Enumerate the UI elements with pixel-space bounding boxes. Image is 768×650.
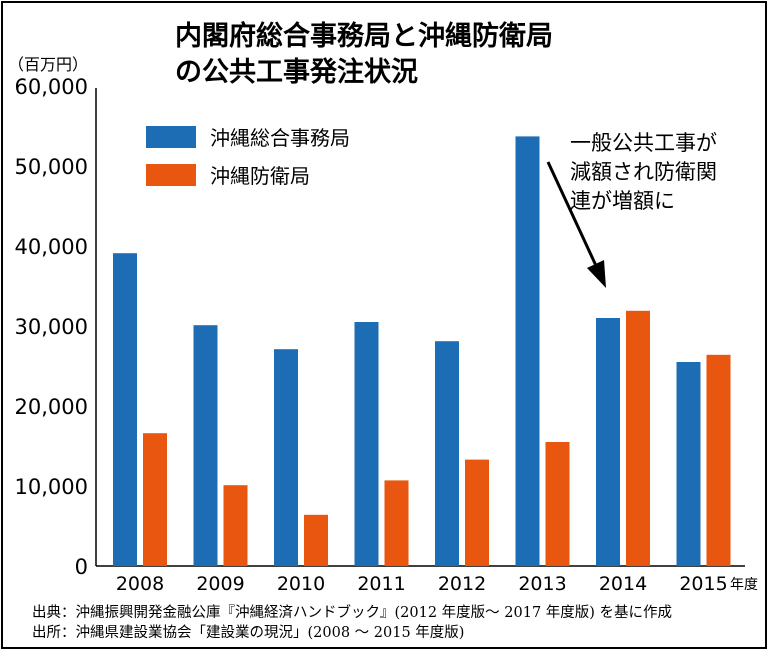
x-tick-label: 2008 [116, 573, 164, 595]
bar-general-2014 [596, 318, 620, 566]
y-tick-label: 10,000 [15, 475, 88, 499]
bar-defense-2009 [223, 485, 248, 566]
x-tick-label: 2015 [679, 573, 727, 595]
x-tick-label: 2011 [357, 573, 405, 595]
bar-defense-2011 [384, 480, 409, 566]
y-tick-label: 30,000 [15, 315, 88, 339]
source-note-1: 出典：沖縄振興開発金融公庫『沖縄経済ハンドブック』(2012 年度版～ 2017… [32, 605, 673, 621]
y-tick-label: 40,000 [15, 235, 88, 259]
bar-general-2011 [354, 322, 379, 566]
source-note-2: 出所：沖縄県建設業協会「建設業の現況」(2008 ～ 2015 年度版) [32, 625, 465, 641]
legend-label: 沖縄防衛局 [210, 164, 310, 188]
bar-defense-2008 [143, 433, 167, 566]
x-tick-label: 2009 [196, 573, 244, 595]
annotation-arrow-head [587, 260, 606, 288]
annotation-text: 一般公共工事が [570, 131, 717, 155]
annotation-text: 連が増額に [570, 189, 675, 213]
x-tick-label: 2010 [277, 573, 325, 595]
bar-general-2013 [515, 136, 540, 566]
bar-general-2008 [113, 253, 137, 566]
annotation-text: 減額され防衛関 [570, 160, 717, 184]
bar-defense-2015 [706, 354, 731, 566]
chart-title-line1: 内閣府総合事務局と沖縄防衛局 [175, 21, 553, 52]
bar-defense-2013 [545, 442, 570, 566]
annotation-arrow-shaft [546, 161, 600, 271]
bar-general-2009 [193, 325, 218, 566]
x-tick-label: 2014 [599, 573, 647, 595]
bar-general-2010 [274, 349, 298, 566]
y-tick-label: 50,000 [15, 155, 88, 179]
bar-defense-2010 [304, 514, 328, 566]
y-tick-label: 0 [75, 555, 88, 579]
x-tick-label: 2013 [518, 573, 566, 595]
legend-swatch [146, 126, 196, 148]
x-tick-label: 2012 [438, 573, 486, 595]
x-axis-unit: 年度 [730, 577, 758, 593]
legend-swatch [146, 164, 196, 186]
bar-chart: （百万円） 0 10,000 20,000 30,000 40,000 50,000 60,0… [8, 55, 758, 595]
bar-defense-2014 [626, 310, 650, 566]
y-tick-label: 60,000 [15, 75, 88, 99]
y-tick-label: 20,000 [15, 395, 88, 419]
legend-label: 沖縄総合事務局 [210, 126, 350, 150]
chart-title-line2: の公共工事発注状況 [175, 57, 418, 88]
bar-defense-2012 [465, 459, 489, 566]
bar-general-2012 [435, 341, 459, 566]
bar-general-2015 [676, 362, 701, 566]
y-axis-label: （百万円） [8, 55, 88, 74]
